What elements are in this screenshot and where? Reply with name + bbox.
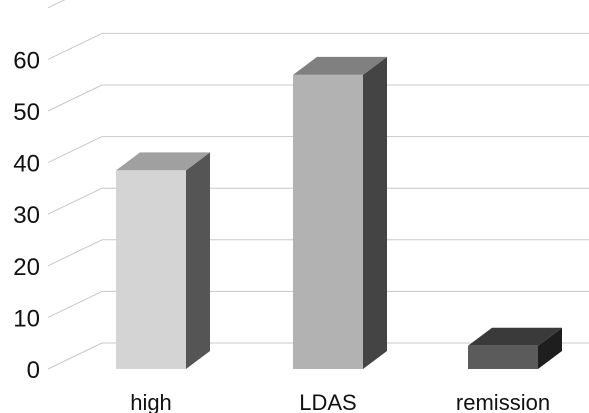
bar-high <box>116 152 210 369</box>
y-tick-label: 50 <box>13 99 40 126</box>
x-category-label: remission <box>456 390 550 413</box>
bar-front-face <box>468 345 538 369</box>
gridline-diagonal <box>47 136 103 164</box>
gridline-diagonal <box>47 0 66 9</box>
bar-side-face <box>363 56 387 369</box>
bar-front-face <box>116 170 186 369</box>
x-axis-labels: high LDAS remission <box>130 390 550 413</box>
y-tick-label: 60 <box>13 47 40 74</box>
gridline-diagonal <box>47 290 103 318</box>
bar-layer <box>116 56 562 369</box>
gridline-diagonal <box>47 32 103 60</box>
bar-top-face <box>293 56 387 75</box>
x-category-label: high <box>130 390 172 413</box>
gridline-diagonal <box>47 342 103 370</box>
bar-side-face <box>538 327 562 369</box>
x-category-label: LDAS <box>299 390 356 413</box>
gridline-diagonal <box>47 239 103 267</box>
y-tick-label: 30 <box>13 202 40 229</box>
bar-ldas <box>293 56 387 369</box>
bar-side-face <box>186 152 210 369</box>
bar-top-face <box>468 327 562 346</box>
y-axis-ticks: 0 10 20 30 40 50 60 <box>13 47 40 384</box>
bar-remission <box>468 327 562 369</box>
y-tick-label: 40 <box>13 151 40 178</box>
y-tick-label: 10 <box>13 305 40 332</box>
y-tick-label: 20 <box>13 254 40 281</box>
y-tick-label: 0 <box>27 357 40 384</box>
gridline-diagonal <box>47 187 103 215</box>
bar-top-face <box>116 152 210 171</box>
bar-front-face <box>293 74 363 369</box>
gridline-diagonal <box>47 84 103 112</box>
